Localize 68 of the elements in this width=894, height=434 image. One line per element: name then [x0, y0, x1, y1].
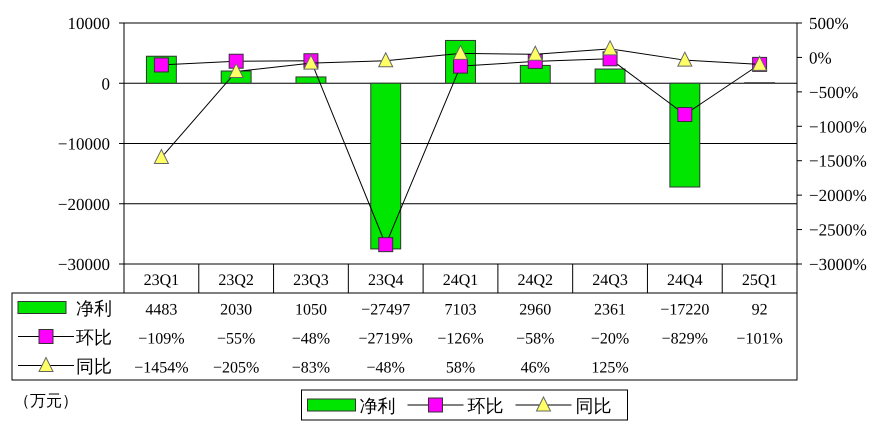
- y2-tick-label: −2000%: [809, 186, 867, 206]
- legend-label: 同比: [76, 356, 112, 376]
- text: 环比: [468, 396, 504, 416]
- y2-tick-label: −500%: [809, 82, 858, 102]
- data-label: −27497: [361, 302, 410, 318]
- x-tick-label: 25Q1: [742, 272, 778, 289]
- y-tick-label: −30000: [58, 255, 110, 274]
- data-label: 7103: [444, 302, 476, 318]
- y2-tick-label: 500%: [809, 14, 849, 33]
- point: [378, 52, 394, 68]
- data-label: −17220: [660, 302, 710, 318]
- x-tick-label: 24Q3: [592, 272, 628, 289]
- data-label: 125%: [591, 360, 629, 376]
- point: [602, 40, 618, 56]
- data-label: −101%: [736, 330, 783, 348]
- point: [453, 44, 468, 60]
- data-label: 2960: [519, 302, 552, 318]
- data-label: 4483: [145, 302, 178, 318]
- point: [677, 52, 692, 67]
- data-label: 1050: [294, 302, 327, 318]
- y2-tick-label: −2500%: [809, 220, 867, 240]
- x-tick-label: 23Q2: [218, 272, 254, 289]
- legend-label: 环比: [76, 328, 112, 348]
- point: [228, 54, 244, 69]
- x-tick-label: 24Q1: [442, 272, 478, 289]
- x-tick-label: 23Q4: [368, 272, 404, 289]
- bar: [370, 82, 402, 250]
- y-tick-label: −20000: [58, 194, 110, 214]
- data-label: −126%: [437, 330, 484, 348]
- x-tick-label: 24Q4: [667, 272, 703, 289]
- data-label: −109%: [138, 330, 185, 348]
- data-label: 2361: [594, 302, 626, 318]
- bar: [295, 76, 326, 84]
- data-label: 46%: [520, 360, 550, 376]
- data-label: 2030: [220, 302, 252, 318]
- data-label: −48%: [366, 360, 405, 376]
- y-tick-label: 10000: [68, 14, 110, 33]
- data-label: −48%: [292, 330, 330, 348]
- data-label: 92: [752, 302, 768, 318]
- data-label: −55%: [216, 330, 256, 348]
- data-label: −205%: [212, 360, 260, 376]
- bar: [669, 82, 700, 188]
- y2-tick-label: −3000%: [809, 255, 867, 274]
- y2-tick-label: −1500%: [809, 152, 867, 171]
- y-tick-label: −10000: [58, 134, 110, 154]
- data-label: −58%: [516, 330, 554, 348]
- x-tick-label: 24Q2: [517, 272, 554, 289]
- data-label: −20%: [590, 330, 630, 348]
- point: [154, 149, 169, 164]
- point: [677, 107, 692, 122]
- x-tick-label: 23Q3: [293, 272, 329, 289]
- text: （万元）: [14, 393, 78, 410]
- data-label: −2719%: [358, 330, 413, 348]
- y2-tick-label: −1000%: [809, 117, 867, 136]
- x-tick-label: 23Q1: [144, 272, 180, 289]
- bar: [594, 68, 626, 84]
- data-label: −83%: [292, 360, 330, 376]
- point: [378, 237, 394, 252]
- text: 同比: [576, 396, 612, 416]
- point: [228, 63, 244, 78]
- legend-label: 净利: [76, 298, 112, 318]
- y2-tick-label: 0%: [809, 48, 832, 68]
- text: 净利: [360, 396, 396, 416]
- data-label: −829%: [662, 330, 708, 348]
- point: [528, 46, 543, 61]
- data-label: −1454%: [134, 360, 189, 376]
- y-tick-label: 0: [102, 74, 110, 94]
- data-label: 58%: [446, 360, 476, 376]
